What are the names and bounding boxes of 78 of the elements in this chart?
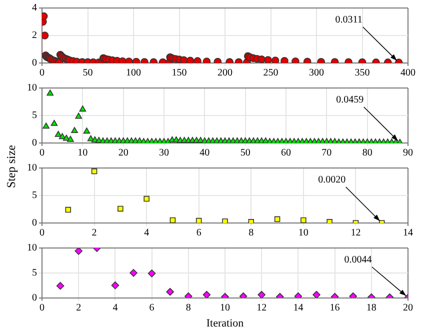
x-tick-label: 200: [218, 68, 232, 79]
x-tick-label: 50: [240, 148, 250, 159]
x-tick-label: 2: [76, 302, 82, 314]
x-tick-label: 150: [172, 68, 187, 79]
x-tick-label: 2: [92, 228, 97, 239]
point: [300, 217, 306, 223]
y-tick-label: 5: [32, 190, 37, 202]
x-tick-label: 0: [40, 302, 44, 314]
y-tick-label: 10: [27, 162, 37, 174]
x-tick-label: 80: [362, 148, 372, 159]
x-tick-label: 18: [366, 302, 376, 314]
x-tick-label: 50: [82, 68, 93, 79]
point: [65, 206, 72, 213]
point: [130, 269, 138, 277]
point: [91, 168, 98, 174]
point: [222, 218, 228, 223]
x-tick-label: 100: [126, 68, 141, 79]
x-tick-label: 70: [322, 148, 332, 159]
x-tick-label: 6: [149, 302, 154, 314]
y-tick-label: 2: [32, 30, 37, 42]
x-tick-label: 400: [400, 68, 416, 79]
y-tick-label: 5: [32, 110, 37, 122]
x-tick-label: 0: [40, 228, 44, 239]
x-tick-label: 0: [40, 148, 44, 159]
x-tick-label: 12: [256, 302, 267, 314]
point: [258, 290, 266, 298]
x-axis-title: Iteration: [206, 317, 244, 330]
annotation: 0.0459: [336, 94, 364, 106]
x-tick-label: 30: [159, 148, 169, 159]
annotation: 0.0311: [335, 14, 362, 26]
x-tick-label: 8: [186, 302, 191, 314]
x-tick-label: 60: [281, 148, 291, 159]
y-axis-title: Step size: [4, 144, 18, 188]
point: [184, 292, 192, 298]
x-tick-label: 0: [40, 68, 44, 79]
x-tick-label: 10: [78, 148, 88, 159]
point: [274, 216, 280, 222]
x-tick-label: 14: [293, 302, 304, 314]
x-tick-label: 4: [112, 302, 118, 314]
x-tick-label: 14: [403, 228, 413, 239]
point: [202, 290, 211, 298]
point: [170, 217, 176, 223]
x-tick-label: 10: [298, 228, 308, 239]
x-tick-label: 10: [220, 302, 230, 314]
point: [74, 248, 82, 255]
y-tick-label: 0: [32, 292, 37, 304]
point: [239, 292, 248, 298]
point: [166, 288, 174, 296]
point: [196, 218, 202, 223]
point: [111, 281, 120, 290]
x-tick-label: 16: [330, 302, 340, 314]
x-tick-label: 90: [403, 148, 413, 159]
point: [144, 196, 150, 202]
x-tick-label: 250: [263, 68, 278, 79]
x-tick-label: 40: [200, 148, 210, 159]
x-tick-label: 350: [354, 68, 370, 79]
y-tick-label: 4: [32, 2, 37, 14]
x-tick-label: 4: [144, 228, 150, 239]
point: [294, 292, 302, 298]
x-tick-label: 12: [350, 228, 361, 239]
y-tick-label: 0: [32, 138, 37, 149]
x-tick-label: 300: [309, 68, 324, 79]
x-tick-label: 20: [118, 148, 128, 159]
point: [148, 270, 156, 278]
y-tick-label: 10: [27, 242, 37, 254]
point: [349, 292, 357, 298]
point: [56, 282, 64, 290]
y-tick-label: 0: [32, 58, 37, 69]
y-tick-label: 0: [32, 218, 37, 229]
x-tick-label: 20: [403, 302, 413, 314]
annotation: 0.0020: [318, 174, 346, 186]
point: [118, 206, 124, 212]
y-tick-label: 5: [32, 268, 37, 279]
x-tick-label: 8: [248, 228, 254, 239]
x-tick-label: 6: [196, 228, 202, 239]
point: [312, 290, 320, 298]
y-tick-label: 10: [27, 82, 37, 94]
annotation: 0.0044: [344, 254, 372, 266]
